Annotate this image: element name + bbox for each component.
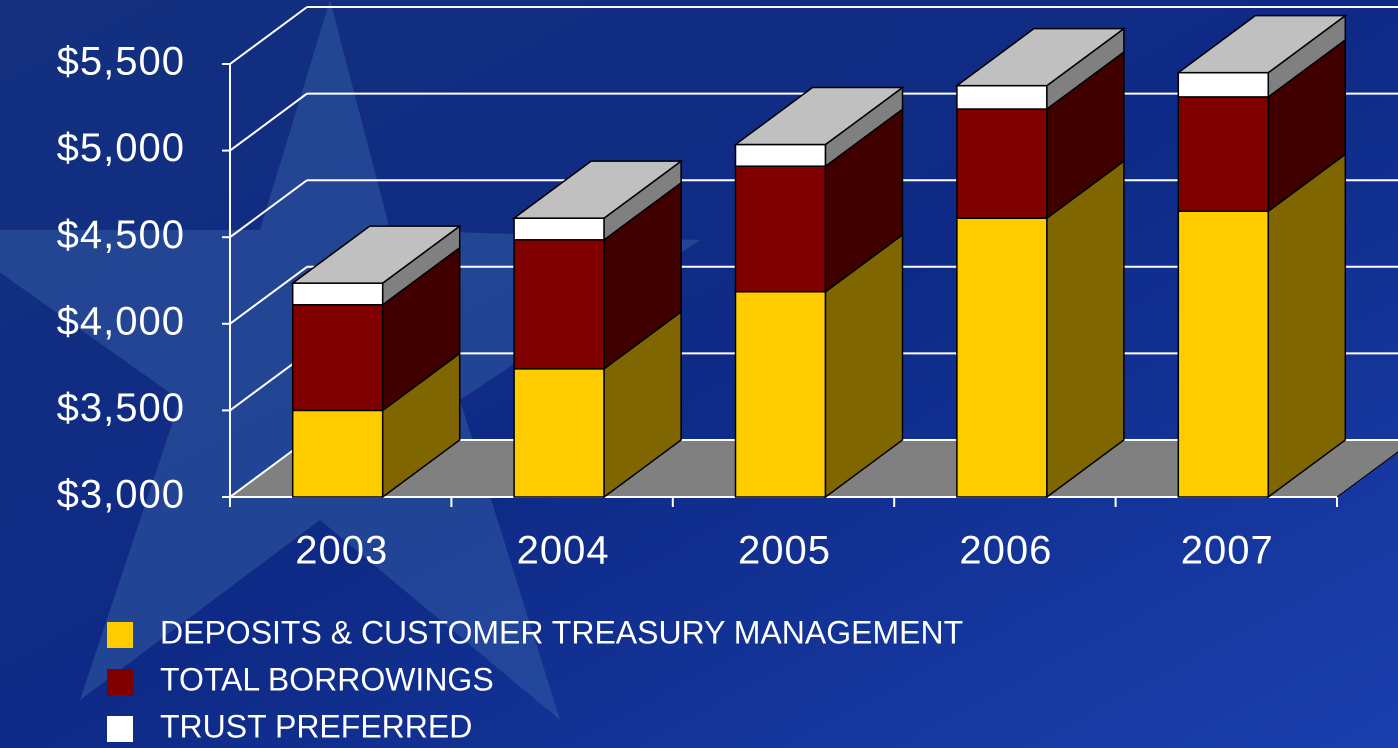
bar-segment	[513, 239, 605, 370]
bar-segment	[956, 217, 1048, 498]
y-tick-label: $4,000	[57, 299, 185, 343]
legend-label: TOTAL BORROWINGS	[160, 661, 494, 697]
legend-swatch	[107, 669, 133, 695]
bar-segment	[291, 303, 384, 412]
legend-swatch	[107, 716, 133, 742]
bar-segment	[956, 108, 1048, 219]
x-tick-label: 2004	[517, 529, 610, 573]
bar-segment	[734, 165, 827, 293]
bar-segment	[513, 217, 605, 241]
y-tick-label: $3,000	[57, 473, 185, 517]
bar-segment	[956, 84, 1048, 110]
x-tick-label: 2003	[295, 529, 388, 573]
bar-side	[1267, 152, 1347, 499]
y-tick-label: $5,500	[57, 40, 185, 84]
bar-segment	[291, 409, 384, 498]
legend-label: TRUST PREFERRED	[160, 708, 472, 744]
grid-line	[229, 179, 308, 239]
bar-top	[733, 86, 905, 146]
grid-line	[229, 6, 308, 65]
bar-side	[1046, 159, 1125, 499]
bar-top	[290, 225, 462, 284]
x-tick-label: 2005	[738, 529, 831, 573]
x-tick-label: 2006	[959, 529, 1052, 573]
legend-swatch	[107, 622, 133, 648]
plot: $3,000 $3,500 $4,000 $4,500 $5,000 $5,500 2003…	[57, 6, 1398, 744]
bar-segment	[734, 291, 827, 498]
legend-label: DEPOSITS & CUSTOMER TREASURY MANAGEMENT	[160, 614, 963, 650]
bar-segment	[291, 282, 384, 306]
bar-top	[954, 27, 1127, 87]
y-tick-label: $5,000	[57, 126, 185, 170]
y-tick-label: $4,500	[57, 213, 185, 257]
bar-segment	[734, 143, 827, 167]
bar-segment	[1177, 210, 1270, 498]
y-tick-label: $3,500	[57, 386, 185, 430]
grid-line	[229, 265, 308, 325]
bar-segment	[513, 368, 605, 498]
bar-top	[511, 160, 684, 219]
bar-segment	[1177, 96, 1270, 212]
bar-top	[1176, 14, 1348, 74]
grid-line	[229, 92, 308, 152]
bar-segment	[1177, 71, 1270, 98]
x-tick-label: 2007	[1181, 529, 1274, 573]
